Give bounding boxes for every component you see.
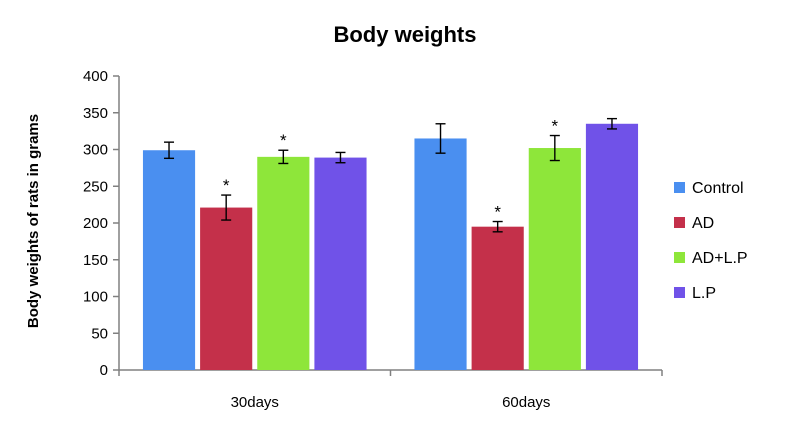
y-tick-label: 50 bbox=[91, 325, 108, 342]
bar bbox=[142, 150, 196, 370]
bar bbox=[585, 123, 639, 371]
legend-label: Control bbox=[692, 180, 744, 197]
legend-swatch bbox=[674, 287, 685, 298]
y-tick-label: 250 bbox=[83, 178, 108, 195]
y-axis-label: Body weights of rats in grams bbox=[25, 114, 42, 328]
y-tick-label: 150 bbox=[83, 252, 108, 269]
legend: Control AD AD+L.P L.P bbox=[674, 180, 748, 302]
legend-swatch bbox=[674, 182, 685, 193]
legend-label: AD bbox=[692, 215, 714, 232]
bar bbox=[471, 226, 524, 370]
legend-swatch bbox=[674, 252, 685, 263]
bar bbox=[257, 156, 310, 370]
x-axis: 30days 60days bbox=[118, 369, 663, 411]
x-tick-label: 30days bbox=[231, 394, 279, 411]
y-tick-label: 400 bbox=[83, 68, 108, 85]
legend-swatch bbox=[674, 217, 685, 228]
legend-label: L.P bbox=[692, 285, 716, 302]
bars-group: * * * * bbox=[142, 117, 639, 371]
y-tick-label: 350 bbox=[83, 105, 108, 122]
y-axis: 0 50 100 150 200 250 300 350 400 bbox=[83, 68, 120, 379]
bar bbox=[200, 207, 253, 370]
x-tick-label: 60days bbox=[502, 394, 550, 411]
y-tick-label: 200 bbox=[83, 215, 108, 232]
significance-marker: * bbox=[223, 176, 230, 195]
significance-marker: * bbox=[280, 131, 287, 150]
bar bbox=[414, 138, 467, 370]
bar bbox=[314, 157, 367, 370]
significance-marker: * bbox=[552, 117, 559, 136]
legend-label: AD+L.P bbox=[692, 250, 748, 267]
y-tick-label: 100 bbox=[83, 289, 108, 306]
y-tick-label: 300 bbox=[83, 142, 108, 159]
chart-title: Body weights bbox=[333, 22, 476, 47]
y-tick-label: 0 bbox=[100, 362, 108, 379]
significance-marker: * bbox=[494, 203, 501, 222]
bar bbox=[528, 148, 581, 370]
